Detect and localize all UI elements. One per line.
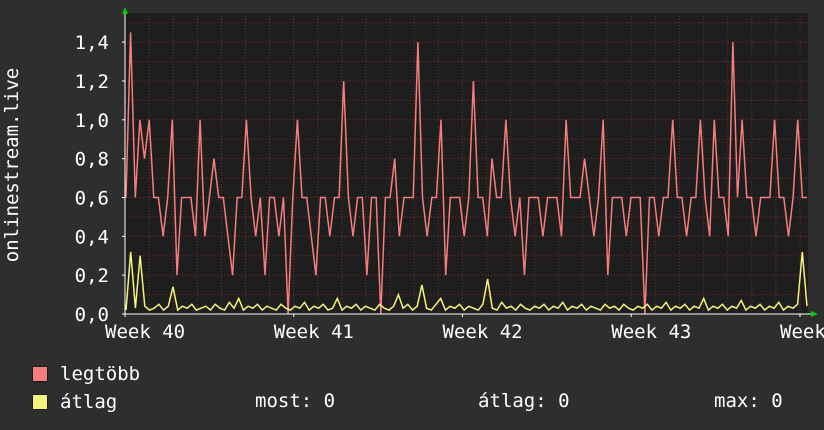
y-tick-label: 0,0 xyxy=(75,304,109,326)
x-tick-label: Week 42 xyxy=(443,321,523,343)
y-ticks: 0,0 0,2 0,4 0,6 0,8 1,0 1,2 1,4 xyxy=(75,32,125,326)
stat-max: max: 0 xyxy=(714,390,783,412)
legend-swatch-avg xyxy=(32,394,48,410)
y-tick-label: 1,2 xyxy=(75,71,109,93)
axes xyxy=(122,7,818,317)
y-tick-label: 0,8 xyxy=(75,149,109,171)
y-axis-label: onlinestream.live xyxy=(1,68,23,262)
y-axis-arrow-icon xyxy=(122,7,128,14)
x-ticks: Week 40 Week 41 Week 42 Week 43 Week 44 xyxy=(105,314,824,343)
y-tick-label: 1,0 xyxy=(75,110,109,132)
y-tick-label: 0,2 xyxy=(75,265,109,287)
y-tick-label: 0,4 xyxy=(75,226,109,248)
x-tick-label: Week 43 xyxy=(611,321,691,343)
legend-item-max: legtöbb xyxy=(32,363,141,385)
x-tick-label: Week 41 xyxy=(274,321,354,343)
legend-item-avg: átlag xyxy=(32,391,118,413)
series-line-avg xyxy=(125,251,808,312)
series-line-max xyxy=(125,32,807,315)
series xyxy=(125,32,808,315)
x-tick-label: Week 40 xyxy=(105,321,185,343)
y-tick-label: 0,6 xyxy=(75,187,109,209)
x-axis-arrow-icon xyxy=(811,311,818,317)
x-tick-label: Week 44 xyxy=(780,321,824,343)
stat-average: átlag: 0 xyxy=(478,390,570,412)
stat-current: most: 0 xyxy=(255,390,336,412)
chart: 0,00,20,40,60,81,01,21,4 Week 40 Week 41 W… xyxy=(1,7,824,343)
legend-swatch-max xyxy=(32,366,48,382)
legend-label-max: legtöbb xyxy=(60,363,141,385)
y-tick-label: 1,4 xyxy=(75,32,109,54)
legend-label-avg: átlag xyxy=(60,391,118,413)
plot-area xyxy=(125,13,808,314)
